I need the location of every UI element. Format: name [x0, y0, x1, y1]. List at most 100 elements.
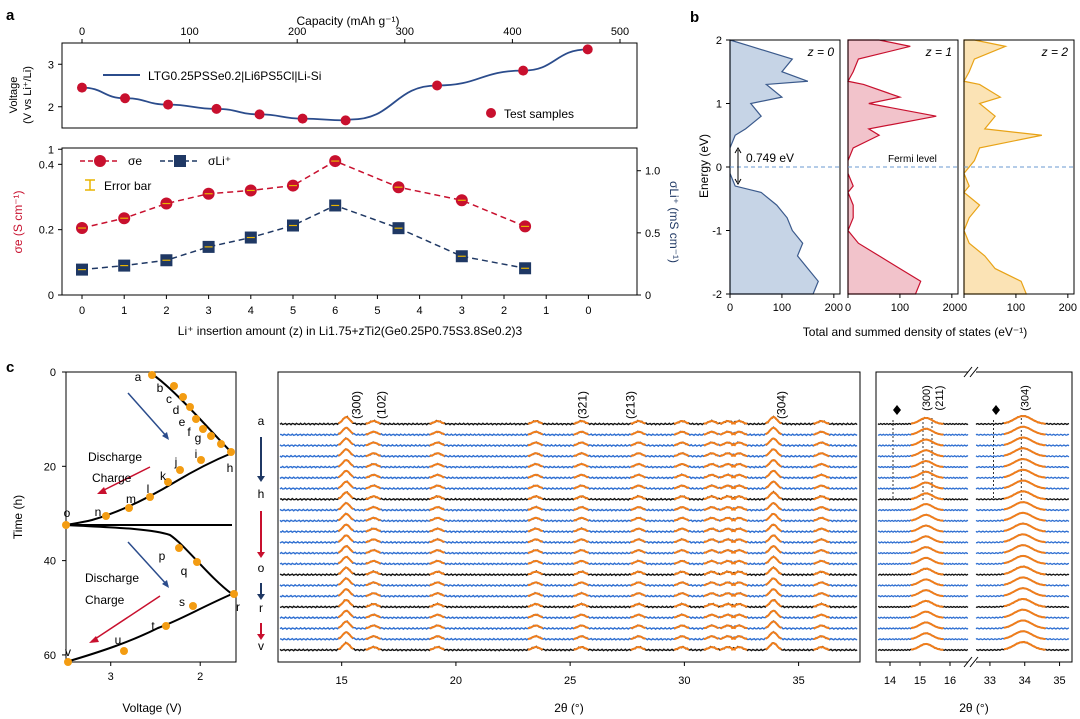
two-theta-zoom-tick-label: 16	[944, 675, 956, 687]
two-theta-tick-label: 35	[792, 675, 804, 687]
xrd-reflection	[703, 559, 719, 565]
sigma-li-line	[81, 204, 526, 271]
sampling-point	[125, 504, 133, 512]
zoom-reflection-right	[1003, 576, 1046, 587]
point-label: e	[179, 415, 186, 429]
time-tick-label: 20	[44, 461, 56, 473]
xrd-reflection	[813, 484, 830, 490]
point-label: p	[159, 549, 166, 563]
two-theta-tick-label: 30	[678, 675, 690, 687]
energy-tick-label: 1	[716, 99, 722, 111]
zoom-reflection-left	[910, 589, 944, 597]
xrd-reflection	[365, 613, 381, 619]
xrd-reflection	[527, 559, 543, 565]
energy-tick-label: -1	[712, 226, 722, 238]
xrd-reflection	[630, 635, 646, 640]
xrd-reflection	[813, 645, 830, 651]
xrd-reflection	[673, 430, 690, 436]
xrd-reflection	[630, 462, 646, 468]
xrd-reflection	[813, 581, 830, 587]
xrd-reflection	[673, 538, 690, 544]
xrd-reflection	[527, 430, 544, 436]
zoom-reflection-right	[1003, 587, 1046, 597]
xrd-reflection	[365, 516, 381, 522]
xrd-reflection	[765, 523, 782, 532]
xrd-reflection	[673, 581, 690, 587]
xrd-reflection	[365, 581, 381, 587]
xrd-reflection	[630, 613, 646, 619]
zoom-trace-right	[975, 479, 1070, 490]
xrd-reflection	[527, 462, 544, 468]
two-theta-tick-label: 15	[336, 675, 348, 687]
xrd-reflection	[630, 441, 646, 447]
zoom-trace-right	[975, 598, 1070, 609]
xrd-reflection	[527, 613, 543, 619]
xrd-reflection	[730, 592, 748, 597]
xrd-reflection	[365, 635, 381, 640]
panel-c-right: 2θ (°) 14 15 16 33 34 35 (300) (211) (304)	[875, 364, 1073, 715]
xrd-reflection	[527, 538, 543, 544]
xrd-reflection	[673, 441, 690, 447]
point-label: u	[115, 633, 122, 647]
xrd-reflection	[731, 570, 748, 576]
time-tick-label: 40	[44, 556, 56, 568]
xrd-reflection	[429, 592, 445, 597]
xrd-reflection	[365, 452, 381, 457]
xrd-reflection	[673, 570, 690, 576]
sampling-point	[207, 432, 215, 440]
xrd-reflection	[765, 469, 782, 479]
xrd-reflection	[703, 527, 719, 533]
dos-tick-label: 0	[845, 302, 851, 314]
xrd-reflection	[765, 641, 782, 651]
xrd-reflection	[703, 645, 719, 651]
capacity-tick-label: 200	[288, 26, 306, 38]
sampling-point	[102, 512, 110, 520]
sampling-point	[146, 493, 154, 501]
test-sample-point	[518, 65, 529, 76]
zoom-reflection-right	[1003, 425, 1046, 436]
zoom-reflection-right	[1003, 501, 1046, 511]
scan-arrowhead	[257, 634, 265, 640]
xrd-reflection	[813, 462, 830, 468]
zoom-reflection-left	[910, 503, 944, 511]
zoom-reflection-right	[1003, 608, 1046, 619]
xrd-reflection	[703, 592, 719, 597]
xrd-reflection	[765, 577, 782, 586]
gap-label: 0.749 eV	[746, 151, 794, 165]
insertion-tick-label: 0	[79, 305, 85, 317]
xrd-reflection	[429, 506, 445, 511]
sampling-point	[199, 425, 207, 433]
panel-a-label: a	[6, 7, 15, 24]
xrd-reflection	[630, 527, 646, 533]
xrd-reflection	[673, 473, 690, 479]
test-sample-point	[163, 99, 174, 110]
insertion-tick-label: 1	[121, 305, 127, 317]
voltage-tick-label: 1	[48, 144, 54, 156]
xrd-reflection	[365, 570, 381, 576]
energy-axis-label: Energy (eV)	[697, 134, 711, 198]
zoom-reflection-right	[1003, 436, 1046, 447]
xrd-reflection	[765, 437, 782, 446]
insertion-axis-label: Li⁺ insertion amount (z) in Li1.75+zTi2(…	[178, 324, 523, 338]
xrd-reflection	[765, 458, 782, 468]
conductivity-plot-frame	[61, 147, 638, 296]
xrd-reflection	[765, 491, 782, 500]
xrd-reflection	[365, 484, 381, 490]
xrd-reflection	[573, 645, 589, 651]
xrd-reflection	[337, 566, 354, 576]
xrd-reflection	[573, 624, 589, 630]
zoom-reflection-right	[1003, 414, 1046, 425]
xrd-reflection	[337, 631, 354, 640]
xrd-reflection	[703, 602, 719, 608]
xrd-reflection	[765, 426, 782, 436]
zoom-peak-label: (211)	[934, 386, 946, 411]
zoom-reflection-left	[910, 417, 944, 425]
diamond-marker-2	[992, 405, 1000, 415]
xrd-reflection	[673, 484, 690, 490]
sigma-li-axis-label: σLi⁺ (mS cm⁻¹)	[667, 181, 681, 263]
point-label: l	[147, 482, 150, 496]
xrd-reflection	[813, 516, 830, 522]
xrd-reflection	[337, 426, 354, 436]
xrd-reflection	[573, 484, 589, 490]
